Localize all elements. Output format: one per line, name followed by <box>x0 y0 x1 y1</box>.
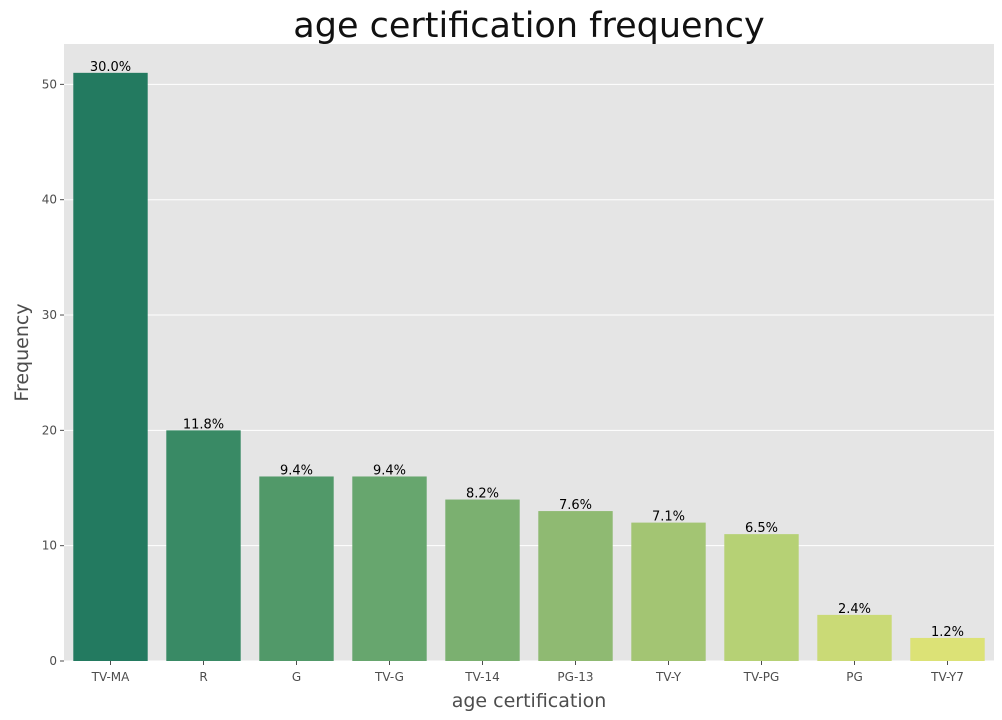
bar <box>73 72 148 661</box>
x-tick-label: PG-13 <box>557 670 593 684</box>
bar <box>538 511 613 661</box>
x-tick-label: TV-Y7 <box>930 670 964 684</box>
y-tick-label: 0 <box>49 654 57 668</box>
y-tick-label: 30 <box>42 308 57 322</box>
bars <box>73 72 985 661</box>
data-label: 7.1% <box>652 510 685 525</box>
x-tick-label: TV-MA <box>91 670 131 684</box>
data-label: 7.6% <box>559 498 592 513</box>
bar <box>631 522 706 661</box>
x-tick-label: TV-Y <box>655 670 682 684</box>
bar <box>724 534 799 661</box>
data-label: 1.2% <box>931 625 964 640</box>
y-axis-ticks: 0 10 20 30 40 50 <box>42 77 64 668</box>
x-tick-label: TV-14 <box>464 670 499 684</box>
x-axis-title: age certification <box>452 690 607 712</box>
y-tick-label: 40 <box>42 193 57 207</box>
data-labels: 30.0% 11.8% 9.4% 9.4% 8.2% 7.6% 7.1% 6.5% 2.4% 1.… <box>90 60 964 640</box>
x-axis-ticks: TV-MA R G TV-G TV-14 PG-13 TV-Y TV-PG PG TV-Y7 <box>91 661 964 684</box>
data-label: 11.8% <box>183 417 224 432</box>
data-label: 6.5% <box>745 521 778 536</box>
chart-title: age certification frequency <box>293 6 764 46</box>
y-tick-label: 10 <box>42 539 57 553</box>
data-label: 2.4% <box>838 602 871 617</box>
x-tick-label: R <box>199 670 207 684</box>
x-tick-label: G <box>292 670 301 684</box>
bar <box>910 637 985 661</box>
x-tick-label: TV-PG <box>743 670 780 684</box>
data-label: 9.4% <box>373 463 406 478</box>
bar <box>352 476 427 661</box>
data-label: 9.4% <box>280 463 313 478</box>
x-tick-label: TV-G <box>374 670 404 684</box>
bar <box>166 430 241 661</box>
y-axis-title: Frequency <box>11 303 33 401</box>
bar <box>445 499 520 661</box>
data-label: 30.0% <box>90 60 131 75</box>
data-label: 8.2% <box>466 487 499 502</box>
x-tick-label: PG <box>846 670 863 684</box>
y-tick-label: 50 <box>42 77 57 91</box>
bar <box>259 476 334 661</box>
y-tick-label: 20 <box>42 423 57 437</box>
bar <box>817 614 892 661</box>
